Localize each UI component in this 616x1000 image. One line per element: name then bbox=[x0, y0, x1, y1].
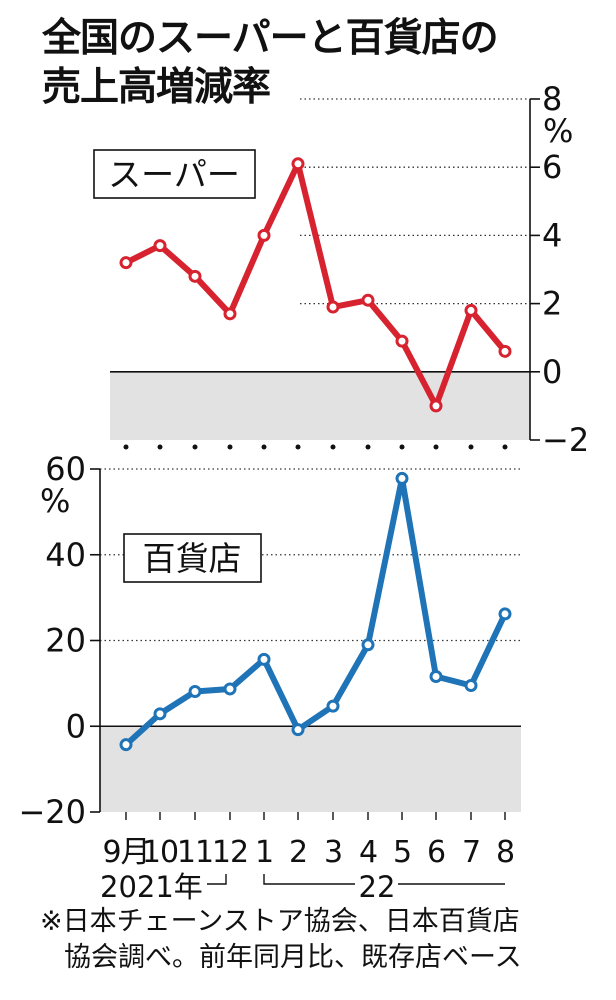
panel-0-tick-label: −2 bbox=[542, 421, 589, 459]
panel-0-data-point bbox=[257, 228, 271, 242]
panel-1-tick-label: −20 bbox=[18, 793, 86, 831]
year-bracket-2022 bbox=[263, 874, 505, 885]
panel-1-unit-label: % bbox=[40, 482, 70, 520]
category-dot bbox=[399, 444, 405, 450]
panel-0-negative-region bbox=[110, 371, 530, 440]
source-note: ※日本チェーンストア協会、日本百貨店 協会調べ。前年同月比、既存店ベース bbox=[40, 904, 600, 976]
panel-1-data-point bbox=[257, 652, 271, 666]
panel-1-data-point bbox=[464, 679, 478, 693]
category-dot bbox=[295, 444, 301, 450]
panel-1-label: 百貨店 bbox=[143, 539, 242, 578]
panel-0-data-point bbox=[119, 256, 133, 270]
panel-1-data-point bbox=[291, 723, 305, 737]
category-dot bbox=[157, 444, 163, 450]
panel-1-data-point bbox=[153, 707, 167, 721]
x-tick-label: 1 bbox=[255, 835, 273, 870]
panel-0-series-line bbox=[123, 160, 508, 409]
panel-1-data-point bbox=[188, 685, 202, 699]
x-tick-label: 9月 bbox=[102, 835, 149, 870]
category-dot bbox=[192, 444, 198, 450]
chart-title-line2: 売上高増減率 bbox=[42, 65, 271, 110]
x-tick-label: 5 bbox=[393, 835, 411, 870]
panel-0-data-point bbox=[361, 293, 375, 307]
panel-0-data-point bbox=[326, 300, 340, 314]
panel-1-label-box bbox=[123, 533, 262, 583]
panel-1-series-line bbox=[123, 475, 508, 748]
panel-0-data-point bbox=[429, 399, 443, 413]
chart-title-line1: 全国のスーパーと百貨店の bbox=[42, 16, 499, 61]
x-tick-label: 8 bbox=[496, 835, 514, 870]
source-note-line2: 協会調べ。前年同月比、既存店ベース bbox=[64, 942, 522, 973]
panel-0-data-point bbox=[153, 239, 167, 253]
panel-0-unit-label: % bbox=[543, 112, 573, 150]
panel-0-data-point bbox=[464, 303, 478, 317]
source-note-line1: ※日本チェーンストア協会、日本百貨店 bbox=[40, 906, 520, 937]
category-dot bbox=[123, 444, 129, 450]
panel-0-tick-label: 6 bbox=[542, 148, 562, 186]
x-tick-label: 2 bbox=[289, 835, 307, 870]
panel-1-tick-label: 0 bbox=[66, 707, 86, 745]
panel-0-data-point bbox=[395, 334, 409, 348]
panel-1-tick-label: 60 bbox=[45, 450, 86, 488]
category-dot bbox=[433, 444, 439, 450]
panel-1-data-point bbox=[361, 638, 375, 652]
category-dot bbox=[468, 444, 474, 450]
panel-0-tick-label: 2 bbox=[542, 285, 562, 323]
category-dot bbox=[227, 444, 233, 450]
panel-1-data-point bbox=[498, 607, 512, 621]
x-tick-label: 6 bbox=[427, 835, 445, 870]
year-bracket-2021 bbox=[207, 874, 227, 885]
panel-1-negative-region bbox=[100, 726, 521, 812]
year-label-2021: 2021年 bbox=[100, 870, 203, 904]
panel-0-data-point bbox=[188, 269, 202, 283]
panel-1-data-point bbox=[326, 699, 340, 713]
panel-1-data-point bbox=[119, 738, 133, 752]
panel-0-tick-label: 0 bbox=[542, 353, 562, 391]
panel-0-label-box bbox=[93, 149, 256, 199]
panel-1-data-point bbox=[395, 471, 409, 485]
category-dot bbox=[330, 444, 336, 450]
category-dot bbox=[365, 444, 371, 450]
x-tick-label: 10 bbox=[142, 835, 178, 870]
panel-1-tick-label: 20 bbox=[45, 622, 86, 660]
panel-0-label: スーパー bbox=[108, 155, 240, 194]
panel-1-data-point bbox=[223, 682, 237, 696]
x-tick-label: 3 bbox=[324, 835, 342, 870]
panel-0-tick-label: 8 bbox=[542, 80, 562, 118]
panel-0-data-point bbox=[223, 307, 237, 321]
panel-0-tick-label: 4 bbox=[542, 216, 562, 254]
year-label-2022: 22 bbox=[359, 870, 396, 904]
category-dot bbox=[261, 444, 267, 450]
category-dot bbox=[502, 444, 508, 450]
panel-1-data-point bbox=[429, 670, 443, 684]
x-tick-label: 4 bbox=[359, 835, 377, 870]
panel-1-tick-label: 40 bbox=[45, 536, 86, 574]
panel-0-data-point bbox=[291, 157, 305, 171]
x-tick-label: 12 bbox=[212, 835, 248, 870]
panel-0-data-point bbox=[498, 344, 512, 358]
x-tick-label: 7 bbox=[462, 835, 480, 870]
x-tick-label: 11 bbox=[177, 835, 213, 870]
chart-title: 全国のスーパーと百貨店の 売上高増減率 bbox=[42, 14, 602, 112]
